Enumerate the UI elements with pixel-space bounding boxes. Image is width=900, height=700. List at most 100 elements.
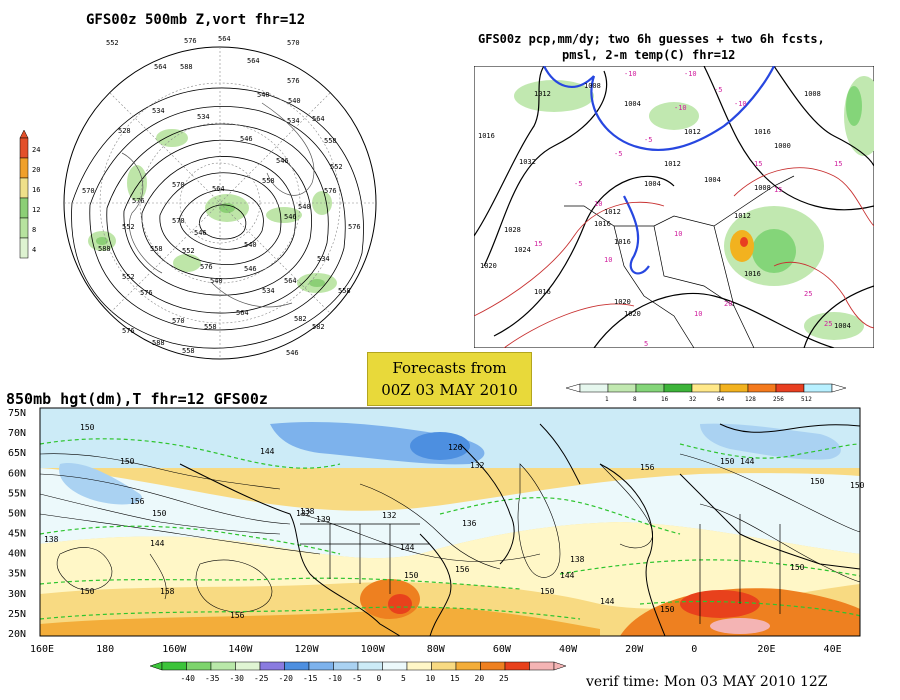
height-contour-label: 534 <box>262 287 275 295</box>
height-contour-label: 144 <box>560 571 575 580</box>
colorbar-box <box>259 661 285 671</box>
height-contour-label: 132 <box>382 511 397 520</box>
isobar-label: 1000 <box>774 142 791 150</box>
isobar-label: 1020 <box>624 310 641 318</box>
height-contour-label: 552 <box>106 39 119 47</box>
height-contour-label: 534 <box>152 107 165 115</box>
colorbar-tick-label: -40 <box>181 674 196 683</box>
colorbar-box <box>308 661 334 671</box>
height-contour-label: 540 <box>288 97 301 105</box>
height-contour-label: 576 <box>348 223 361 231</box>
height-contour-label: 558 <box>338 287 351 295</box>
height-contour-label: 564 <box>154 63 167 71</box>
height-contour-label: 150 <box>540 587 555 596</box>
height-contour-label: 136 <box>462 519 477 528</box>
height-contour-label: 564 <box>212 185 225 193</box>
height-contour-label: 564 <box>284 277 297 285</box>
height-contour-label: 588 <box>152 339 165 347</box>
height-contour-label: 570 <box>287 39 300 47</box>
colorbar-box <box>719 383 749 393</box>
longitude-label: 180 <box>96 644 114 655</box>
temperature-label: -5 <box>714 86 722 94</box>
temperature-label: 25 <box>824 320 832 328</box>
height-contour-label: 150 <box>810 477 825 486</box>
panel-precip-title-line2: pmsl, 2-m temp(C) fhr=12 <box>562 48 736 62</box>
height-contour-label: 570 <box>82 187 95 195</box>
height-contour-label: 138 <box>570 555 585 564</box>
height-contour-label: 582 <box>294 315 307 323</box>
isobar-label: 1008 <box>754 184 771 192</box>
longitude-label: 0 <box>691 644 697 655</box>
longitude-label: 80W <box>427 644 446 655</box>
isobar-label: 1020 <box>614 298 631 306</box>
longitude-label: 100W <box>361 644 386 655</box>
height-contour-label: 552 <box>182 247 195 255</box>
colorbar-tick-label: 5 <box>401 674 406 683</box>
height-contour-label: 546 <box>276 157 289 165</box>
isobar-label: 1012 <box>684 128 701 136</box>
height-contour-label: 144 <box>740 457 755 466</box>
colorbar-box <box>19 137 29 159</box>
isobar-label: 1016 <box>478 132 495 140</box>
colorbar-box <box>775 383 805 393</box>
colorbar-box <box>382 661 408 671</box>
height-contour-label: 138 <box>44 535 59 544</box>
height-contour-label: 150 <box>120 457 135 466</box>
height-contour-label: 144 <box>260 447 275 456</box>
colorbar-box <box>284 661 310 671</box>
height-contour-label: 546 <box>244 265 257 273</box>
temperature-label: 15 <box>754 160 762 168</box>
latitude-label: 35N <box>8 569 26 580</box>
height-contour-label: 534 <box>317 255 330 263</box>
latitude-label: 45N <box>8 529 26 540</box>
isobar-label: 1012 <box>534 90 551 98</box>
height-contour-label: 588 <box>180 63 193 71</box>
height-contour-label: 558 <box>262 177 275 185</box>
colorbar-box <box>19 157 29 179</box>
isobar-label: 1008 <box>584 82 601 90</box>
colorbar-tick-label: -10 <box>328 674 343 683</box>
latitude-label: 40N <box>8 549 26 560</box>
height-contour-label: 576 <box>324 187 337 195</box>
latitude-label: 70N <box>8 428 26 439</box>
colorbar-tick-label: 8 <box>633 396 637 403</box>
isobar-label: 1004 <box>624 100 641 108</box>
height-contour-label: 156 <box>640 463 655 472</box>
height-contour-label: 540 <box>210 277 223 285</box>
colorbar-tick-label: -30 <box>230 674 245 683</box>
temperature-label: -10 <box>624 70 637 78</box>
isobar-label: 1004 <box>834 322 851 330</box>
height-contour-label: 564 <box>312 115 325 123</box>
colorbar-tick-label: 128 <box>745 396 756 403</box>
isobar-label: 1004 <box>644 180 661 188</box>
height-contour-label: 534 <box>287 117 300 125</box>
polar-500mb-map: 552 576 564 570 564 588 564 576 540 540 534 564 558 5… <box>63 35 377 360</box>
colorbar-box <box>19 217 29 239</box>
colorbar-box <box>480 661 506 671</box>
vorticity-colorbar: 24 20 16 12 8 4 <box>19 129 40 259</box>
colorbar-tick-label: 0 <box>377 674 382 683</box>
temperature-label: -5 <box>644 136 652 144</box>
colorbar-box <box>333 661 359 671</box>
temperature-label: 10 <box>674 230 682 238</box>
colorbar-tick-label: 16 <box>661 396 669 403</box>
temperature-label: 10 <box>594 200 602 208</box>
height-contour-label: 570 <box>172 181 185 189</box>
temperature-label: -10 <box>674 104 687 112</box>
isobar-label: 1012 <box>664 160 681 168</box>
height-contour-label: 150 <box>790 563 805 572</box>
isobar-label: 1028 <box>504 226 521 234</box>
height-contour-label: 126 <box>448 443 463 452</box>
height-contour-label: 156 <box>130 497 145 506</box>
height-contour-label: 156 <box>455 565 470 574</box>
height-contour-label: 150 <box>404 571 419 580</box>
height-contour-label: 150 <box>660 605 675 614</box>
temperature-label: 15 <box>834 160 842 168</box>
height-contour-label: 582 <box>312 323 325 331</box>
height-contour-label: 552 <box>122 223 135 231</box>
colorbar-tick-label: 24 <box>32 146 40 154</box>
height-contour-label: 588 <box>98 245 111 253</box>
isobar-label: 1016 <box>754 128 771 136</box>
height-contour-label: 528 <box>118 127 131 135</box>
height-contour-label: 150 <box>850 481 865 490</box>
